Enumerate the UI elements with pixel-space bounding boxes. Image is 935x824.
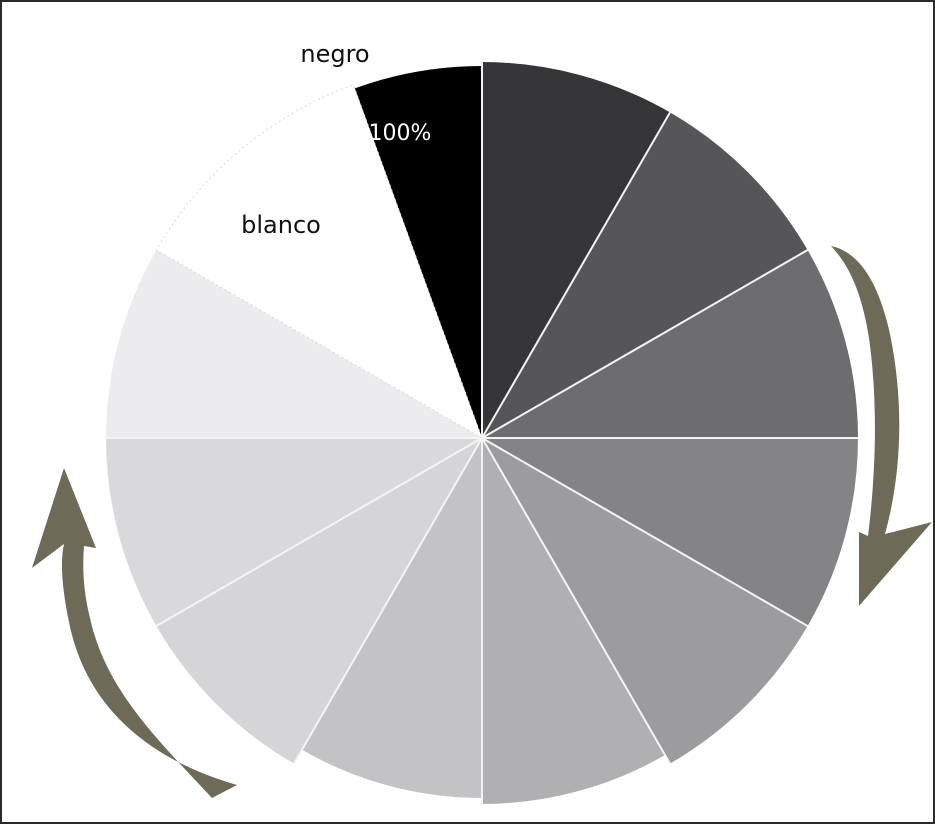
segment-white xyxy=(155,84,483,440)
segment-gray-10 xyxy=(106,250,482,438)
counterclockwise-arrow-icon xyxy=(32,468,237,798)
wheel-segments xyxy=(106,62,858,804)
clockwise-arrow-icon xyxy=(831,246,932,606)
segment-gray-2 xyxy=(482,112,808,439)
black-percent-label: 100% xyxy=(369,121,432,146)
segment-gray-1 xyxy=(482,62,670,438)
segment-gray-3 xyxy=(482,250,858,438)
segment-divider xyxy=(481,437,809,627)
segment-divider xyxy=(481,249,809,439)
segment-divider xyxy=(155,437,483,627)
segment-divider xyxy=(293,437,483,765)
segment-divider xyxy=(481,111,671,439)
wheel-dividers xyxy=(106,62,858,804)
segment-divider xyxy=(481,437,671,765)
segment-gray-6 xyxy=(482,438,665,804)
segment-gray-7 xyxy=(302,438,482,798)
black-label: negro xyxy=(300,40,369,68)
white-label: blanco xyxy=(241,211,321,239)
segment-gray-4 xyxy=(482,438,858,626)
segment-gray-8 xyxy=(156,438,482,764)
segment-black xyxy=(354,66,482,438)
segment-gray-9 xyxy=(106,438,482,626)
segment-gray-5 xyxy=(482,438,808,764)
